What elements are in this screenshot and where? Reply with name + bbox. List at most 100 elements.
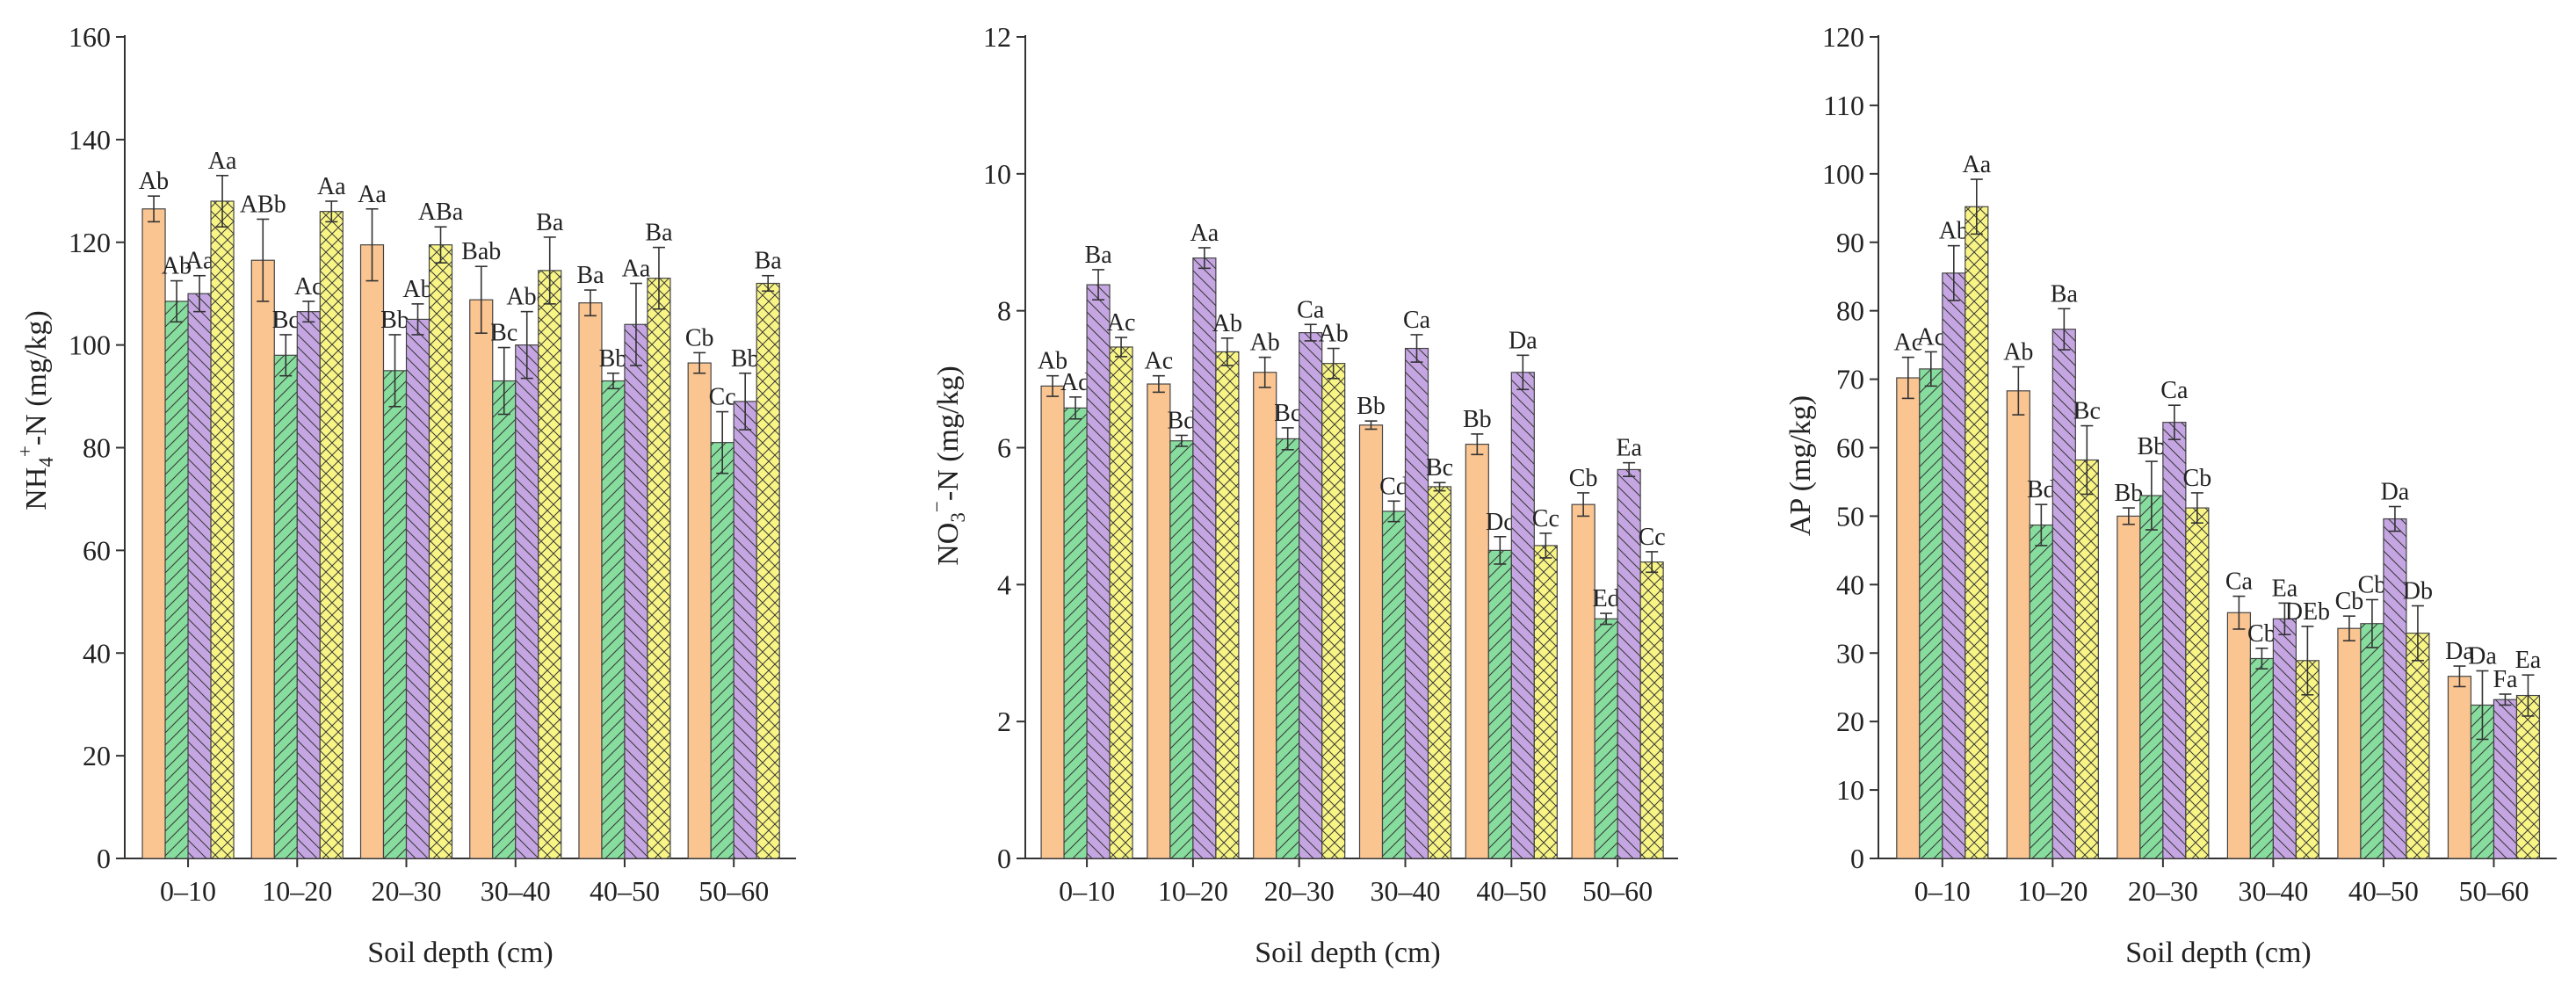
significance-label: Da xyxy=(1509,327,1538,354)
panel-no3-y-axis-label-sup: − xyxy=(926,501,948,512)
significance-label: Da xyxy=(2381,479,2410,506)
significance-label: ABa xyxy=(418,199,464,226)
significance-label: Da xyxy=(2468,643,2497,670)
significance-label: Ba xyxy=(1085,242,1113,269)
y-tick-label: 120 xyxy=(1822,21,1864,53)
bar-hatch xyxy=(1640,561,1664,858)
significance-label: Ab xyxy=(1212,310,1242,337)
bar-hatch xyxy=(2139,496,2163,858)
bar-hatch xyxy=(2383,518,2406,858)
significance-label: Cb xyxy=(2247,620,2276,648)
significance-label: Cb xyxy=(2183,465,2212,492)
bar-hatch xyxy=(624,324,648,858)
panel-ap-y-axis-label-main: AP (mg/kg) xyxy=(1784,395,1817,536)
bar-hatch xyxy=(1192,257,1216,858)
bar-hatch xyxy=(515,344,539,858)
bar-hatch xyxy=(2493,699,2517,858)
significance-label: Aa xyxy=(1190,220,1219,247)
panel-ap-x-axis-label: Soil depth (cm) xyxy=(2125,937,2312,969)
bar-hatch xyxy=(601,380,625,858)
bar-hatch xyxy=(1617,469,1641,858)
x-tick-label: 0–10 xyxy=(160,875,216,907)
significance-label: Ea xyxy=(2272,575,2298,602)
panel-nh4-marks: 0204060801001201401600–10AbAbAaAa10–20AB… xyxy=(69,21,796,907)
bar-hatch xyxy=(1215,351,1239,859)
y-tick-label: 70 xyxy=(1836,364,1864,395)
significance-label: Ca xyxy=(1403,307,1431,334)
y-tick-label: 0 xyxy=(997,843,1011,874)
bar-hatch xyxy=(2185,508,2209,858)
bar-nh4-s1-c2 xyxy=(250,259,275,859)
y-tick-label: 10 xyxy=(1836,774,1864,806)
significance-label: Aa xyxy=(208,148,237,175)
bar-hatch xyxy=(383,370,407,858)
bar-nh4-s1-c4 xyxy=(469,299,494,859)
significance-label: Ca xyxy=(2225,568,2254,596)
bar-hatch xyxy=(2273,619,2297,858)
bar-hatch xyxy=(2162,422,2186,858)
significance-label: Ab xyxy=(1939,218,1969,245)
significance-label: Ab xyxy=(1038,348,1067,375)
panel-nh4-y-axis-label-sup: + xyxy=(14,445,36,457)
y-tick-label: 120 xyxy=(69,227,111,258)
significance-label: Ab xyxy=(2003,339,2033,366)
panel-no3: 0246810120–10AbAdBaAc10–20AcBdAaAb20–30A… xyxy=(926,21,1678,969)
bar-ap-s1-c4 xyxy=(2226,612,2251,859)
significance-label: Ea xyxy=(2515,647,2542,674)
significance-label: Bd xyxy=(1168,407,1197,434)
y-tick-label: 10 xyxy=(983,158,1011,190)
x-tick-label: 40–50 xyxy=(2348,875,2419,907)
significance-label: Ea xyxy=(1616,435,1642,462)
bar-hatch xyxy=(1321,363,1345,859)
significance-label: Ca xyxy=(1297,296,1325,323)
x-tick-label: 40–50 xyxy=(590,875,660,907)
panel-no3-marks: 0246810120–10AbAdBaAc10–20AcBdAaAb20–30A… xyxy=(983,21,1678,907)
y-tick-label: 80 xyxy=(83,432,111,464)
y-tick-label: 50 xyxy=(1836,500,1864,532)
significance-label: Bb xyxy=(1357,393,1386,420)
bar-hatch xyxy=(1428,486,1451,858)
significance-label: Cb xyxy=(685,324,714,351)
bar-hatch xyxy=(188,293,212,858)
x-tick-label: 20–30 xyxy=(1264,875,1335,907)
significance-label: Bc xyxy=(272,307,300,334)
significance-label: Ab xyxy=(162,253,192,280)
y-tick-label: 90 xyxy=(1836,227,1864,258)
significance-label: Bd xyxy=(2027,476,2056,503)
bar-no3-s1-c4 xyxy=(1358,424,1384,859)
x-tick-label: 10–20 xyxy=(262,875,332,907)
significance-label: Cd xyxy=(1379,473,1408,500)
significance-label: Bb xyxy=(1463,406,1492,433)
x-tick-label: 50–60 xyxy=(2458,875,2529,907)
significance-label: Ed xyxy=(1593,585,1620,612)
y-tick-label: 20 xyxy=(83,740,111,771)
significance-label: Ba xyxy=(645,220,673,247)
significance-label: Da xyxy=(2445,638,2474,665)
bar-hatch xyxy=(1110,346,1133,858)
bar-no3-s1-c5 xyxy=(1465,444,1489,859)
significance-label: Cb xyxy=(2358,571,2387,598)
significance-label: Ab xyxy=(1250,329,1280,357)
panel-no3-y-axis-label-main: NO xyxy=(932,523,965,566)
x-tick-label: 10–20 xyxy=(1158,875,1228,907)
significance-label: Cb xyxy=(1569,465,1598,492)
y-tick-label: 0 xyxy=(97,843,111,874)
x-tick-label: 10–20 xyxy=(2017,875,2088,907)
bar-nh4-s1-c5 xyxy=(578,302,603,859)
panel-nh4-y-axis-label-rest: -N (mg/kg) xyxy=(20,310,53,445)
significance-label: Ca xyxy=(2160,377,2189,404)
significance-label: Db xyxy=(2403,577,2433,605)
significance-label: Aa xyxy=(622,256,651,283)
bar-ap-s1-c3 xyxy=(2117,515,2141,859)
y-tick-label: 40 xyxy=(83,637,111,669)
significance-label: Bb xyxy=(2138,433,2167,460)
bar-no3-s1-c1 xyxy=(1040,385,1065,859)
bar-hatch xyxy=(274,355,298,858)
y-tick-label: 4 xyxy=(997,568,1011,600)
significance-label: Ac xyxy=(1893,329,1922,357)
bar-ap-s1-c1 xyxy=(1896,377,1921,859)
bar-hatch xyxy=(2406,633,2429,858)
bar-hatch xyxy=(1511,372,1535,859)
